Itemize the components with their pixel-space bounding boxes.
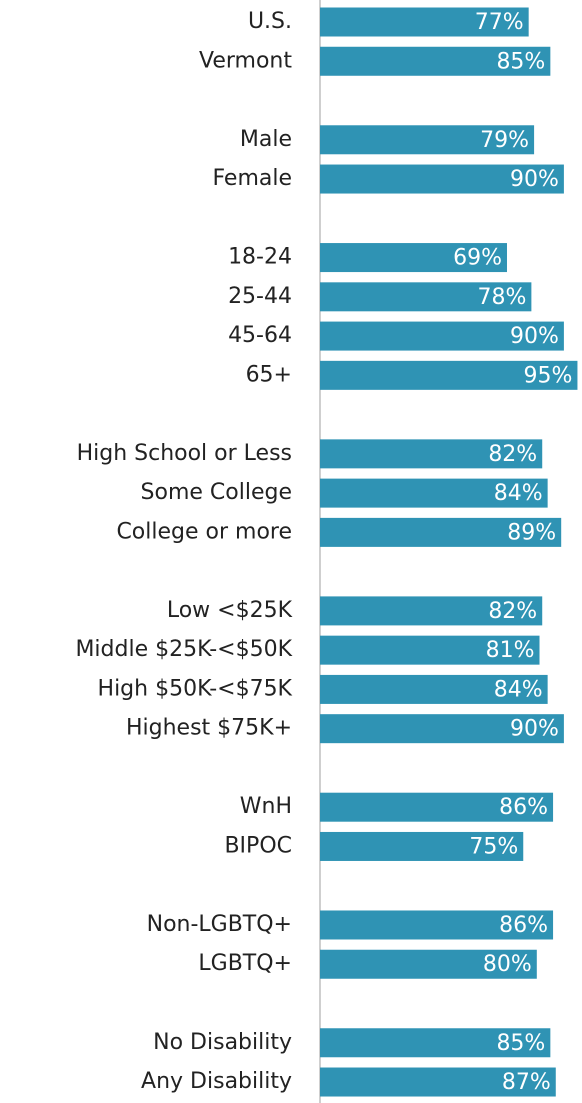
value-label: 85% [496,49,545,74]
category-label: WnH [240,794,292,819]
bar [320,164,564,194]
value-label: 90% [510,167,559,192]
category-label: BIPOC [224,833,292,858]
category-label: Non-LGBTQ+ [147,912,292,937]
value-label: 69% [453,246,502,271]
value-label: 81% [486,638,535,663]
value-label: 89% [507,520,556,545]
category-label: 45-64 [228,323,292,348]
value-label: 85% [496,1031,545,1056]
value-label: 80% [483,952,532,977]
value-label: 84% [494,481,543,506]
value-label: 84% [494,677,543,702]
category-label: Some College [141,480,292,505]
bar [320,321,564,351]
value-label: 82% [488,599,537,624]
category-label: Vermont [199,48,292,73]
category-label: 65+ [246,362,292,387]
category-label: Middle $25K-<$50K [75,637,292,662]
value-label: 86% [499,913,548,938]
bar [320,439,543,469]
category-label: 18-24 [228,245,292,270]
bar [320,478,548,508]
bar [320,596,543,626]
category-label: Highest $75K+ [126,716,292,741]
bar [320,1028,551,1058]
bar [320,360,578,390]
value-label: 87% [502,1070,551,1095]
bar [320,635,540,665]
bar [320,282,532,312]
value-label: 82% [488,442,537,467]
category-label: College or more [116,519,292,544]
bar [320,949,537,979]
bar [320,1067,556,1097]
category-label: Any Disability [141,1069,292,1094]
category-label: No Disability [153,1030,292,1055]
bar [320,7,529,37]
bar [320,243,507,273]
value-label: 79% [480,128,529,153]
value-label: 75% [469,834,518,859]
value-label: 90% [510,324,559,349]
category-label: 25-44 [228,284,292,309]
bar [320,125,535,155]
bar [320,792,554,822]
value-label: 95% [524,363,573,388]
bar [320,46,551,76]
value-label: 90% [510,717,559,742]
value-label: 78% [477,285,526,310]
value-label: 86% [499,795,548,820]
bar [320,831,524,861]
category-label: High $50K-<$75K [98,676,293,701]
category-label: U.S. [248,9,292,34]
value-label: 77% [475,10,524,35]
bar [320,674,548,704]
category-label: Female [212,166,292,191]
category-label: Low <$25K [167,598,293,623]
category-label: LGBTQ+ [198,951,292,976]
bar [320,714,564,744]
category-label: Male [240,127,292,152]
bar [320,517,562,547]
category-label: High School or Less [77,441,292,466]
bar [320,910,554,940]
